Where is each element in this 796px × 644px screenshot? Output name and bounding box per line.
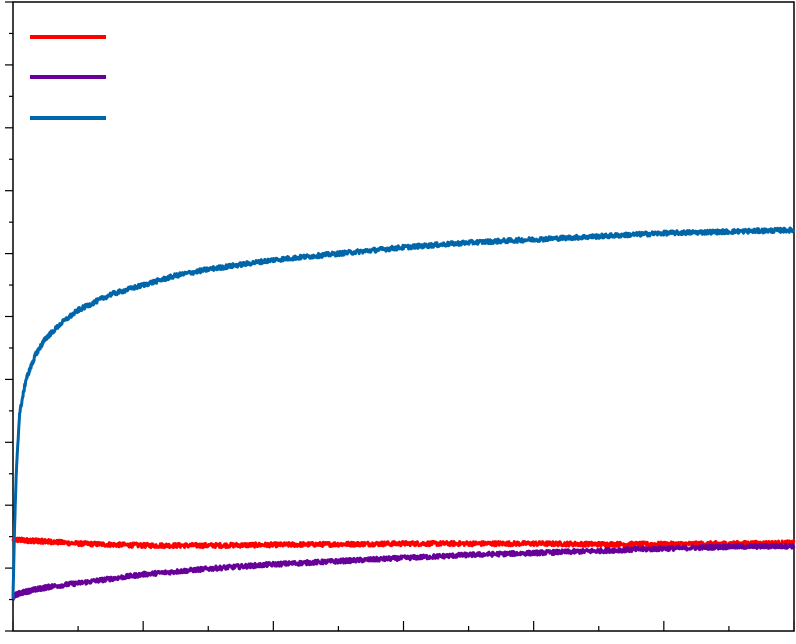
- axis-ticks: [5, 1, 795, 632]
- plot-frame: [12, 1, 795, 632]
- series-line-3: [11, 226, 796, 599]
- legend: [30, 35, 106, 120]
- series-line-1: [11, 536, 796, 550]
- series-line-2: [11, 542, 796, 602]
- series-layer: [11, 226, 796, 602]
